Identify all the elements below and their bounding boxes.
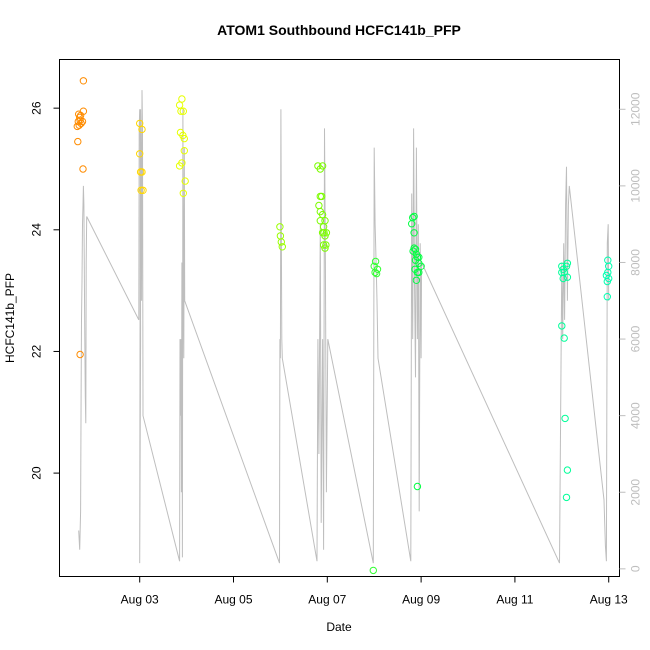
data-point [78, 117, 87, 126]
y2-tick-label: 4000 [629, 402, 643, 429]
data-point [318, 210, 327, 219]
data-point [562, 493, 571, 502]
y2-tick-label: 6000 [629, 325, 643, 352]
data-point [410, 229, 418, 237]
data-point [79, 77, 88, 85]
data-point [411, 245, 420, 254]
data-point [180, 134, 189, 143]
data-point [277, 238, 285, 246]
y-axis-left: 20 22 24 26 [30, 101, 60, 480]
y-axis-right: 0 2000 4000 6000 8000 10000 12000 [619, 92, 643, 572]
y2-tick-label: 8000 [629, 249, 643, 276]
data-point [276, 223, 284, 231]
data-point [408, 220, 416, 228]
x-tick-label: Aug 03 [121, 593, 159, 607]
x-tick-label: Aug 09 [402, 593, 440, 607]
data-point [603, 277, 611, 286]
y-tick-label: 26 [30, 101, 44, 115]
y-axis-label: HCFC141b_PFP [3, 273, 17, 363]
data-point [179, 107, 188, 115]
data-point [320, 229, 328, 237]
data-point [604, 256, 612, 264]
x-tick-label: Aug 11 [496, 593, 533, 607]
y2-tick-label: 2000 [629, 479, 643, 506]
data-point [560, 334, 568, 342]
data-point [138, 168, 146, 176]
data-point [175, 162, 184, 170]
data-point [321, 232, 329, 240]
data-point [415, 268, 423, 277]
data-point [563, 259, 572, 267]
data-point [417, 262, 425, 270]
altitude-line [78, 90, 610, 564]
chart-title: ATOM1 Southbound HCFC141b_PFP [217, 22, 461, 38]
data-point [139, 186, 147, 195]
data-point [603, 293, 611, 301]
altitude-trace [78, 90, 610, 564]
data-point [136, 150, 144, 158]
data-point [181, 177, 189, 185]
data-point [79, 107, 88, 115]
data-point [180, 147, 189, 155]
y-tick-label: 22 [30, 344, 44, 358]
x-tick-label: Aug 13 [590, 593, 628, 607]
data-point [278, 243, 286, 251]
data-point [318, 162, 327, 170]
data-point [322, 241, 330, 249]
x-axis-label: Date [326, 620, 352, 634]
data-point [561, 414, 569, 423]
data-point [372, 269, 381, 278]
data-point [179, 189, 188, 198]
data-point [410, 212, 418, 221]
data-point [321, 244, 329, 252]
data-point [559, 274, 567, 283]
y-tick-label: 24 [30, 223, 44, 237]
data-point [79, 165, 87, 173]
data-point [562, 262, 571, 270]
data-point [74, 137, 82, 146]
data-point [177, 107, 185, 115]
data-points [73, 77, 613, 575]
data-point [563, 466, 572, 474]
data-point [371, 257, 380, 266]
x-tick-label: Aug 07 [308, 593, 346, 607]
x-axis: Aug 03 Aug 05 Aug 07 Aug 09 Aug 11 Aug 13 [121, 576, 628, 607]
y2-tick-label: 10000 [629, 169, 643, 203]
data-point [413, 482, 422, 491]
x-tick-label: Aug 05 [214, 593, 252, 607]
y2-tick-label: 0 [629, 565, 643, 572]
data-point [318, 192, 326, 201]
data-point [316, 217, 324, 225]
y-tick-label: 20 [30, 466, 44, 480]
data-point [137, 186, 145, 195]
data-point [369, 566, 377, 575]
data-point [178, 95, 186, 103]
data-point [138, 125, 146, 134]
data-point [76, 350, 84, 359]
data-point [563, 273, 572, 281]
data-point [77, 119, 85, 128]
data-point [412, 276, 421, 284]
data-point [371, 268, 379, 277]
y2-tick-label: 12000 [629, 92, 643, 126]
data-point [558, 322, 566, 330]
plot-frame [59, 59, 620, 577]
